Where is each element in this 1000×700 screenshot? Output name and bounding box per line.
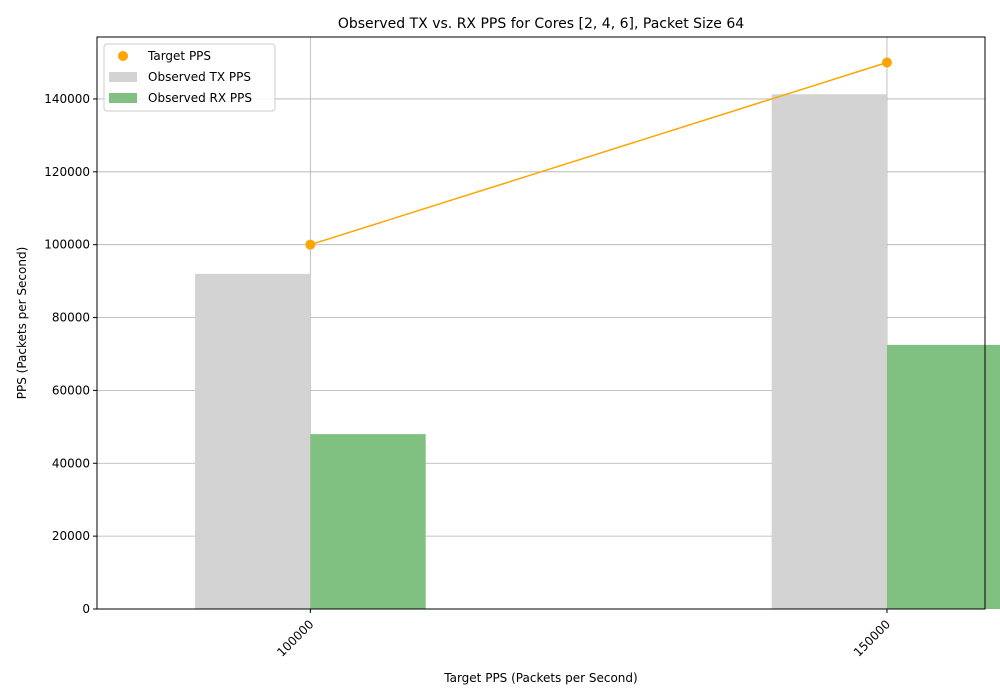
x-tick-label: 100000	[274, 617, 316, 659]
y-tick-label: 0	[82, 602, 90, 616]
y-tick-label: 120000	[44, 165, 90, 179]
chart-title: Observed TX vs. RX PPS for Cores [2, 4, …	[338, 16, 744, 32]
target-pps-point	[305, 239, 316, 250]
y-tick-label: 140000	[44, 92, 90, 106]
x-tick-label: 150000	[851, 617, 893, 659]
y-axis-label: PPS (Packets per Second)	[15, 247, 29, 400]
legend-swatch	[109, 93, 137, 103]
legend-entry: Observed RX PPS	[148, 91, 252, 105]
target-pps-point	[881, 57, 892, 68]
y-tick-label: 100000	[44, 238, 90, 252]
bars	[195, 94, 1000, 609]
x-axis-label: Target PPS (Packets per Second)	[443, 671, 637, 685]
target-pps-line	[310, 61, 888, 246]
legend-marker-target	[118, 51, 128, 61]
bar-observed-rx	[310, 434, 426, 609]
legend: Target PPS Observed TX PPS Observed RX PPS	[103, 43, 276, 112]
bar-observed-tx	[195, 273, 311, 609]
x-axis-ticks: 100000 150000	[274, 609, 893, 660]
legend-swatch	[109, 72, 137, 82]
plot-frame	[96, 36, 986, 610]
y-tick-label: 80000	[52, 311, 90, 325]
legend-entry: Target PPS	[147, 49, 211, 63]
target-line	[305, 57, 892, 250]
bar-observed-tx	[771, 94, 887, 609]
y-axis-ticks: 0 20000 40000 60000 80000 100000 120000 140000	[44, 92, 97, 616]
y-tick-label: 40000	[52, 456, 90, 470]
y-tick-label: 20000	[52, 529, 90, 543]
legend-box	[103, 43, 276, 112]
legend-entry: Observed TX PPS	[148, 70, 251, 84]
y-tick-label: 60000	[52, 383, 90, 397]
bar-observed-rx	[886, 344, 1000, 609]
